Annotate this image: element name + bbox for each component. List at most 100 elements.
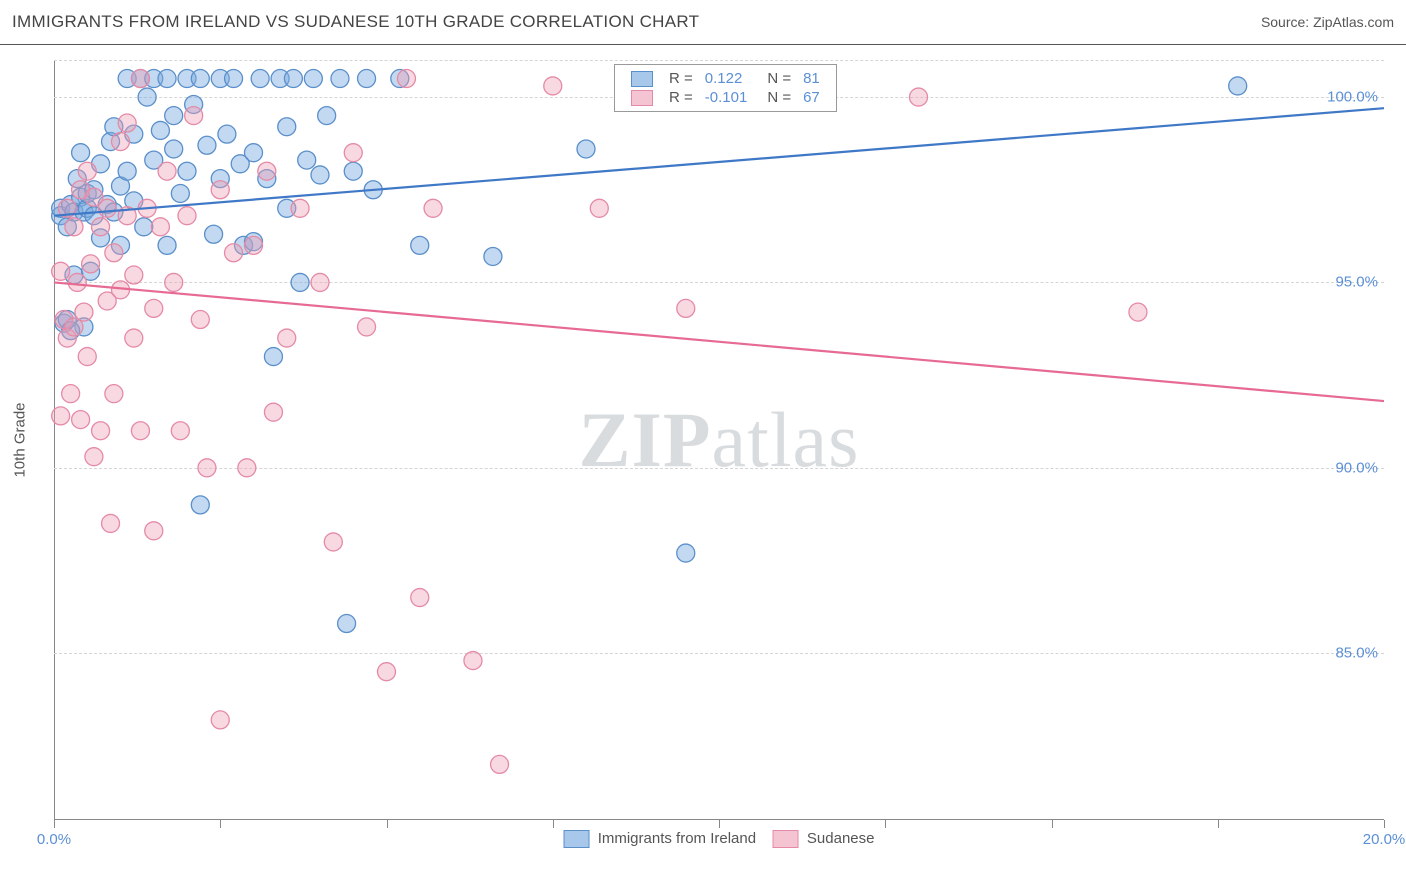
data-point [165,107,183,125]
data-point [68,273,86,291]
data-point [131,422,149,440]
data-point [158,236,176,254]
chart-header: IMMIGRANTS FROM IRELAND VS SUDANESE 10TH… [0,0,1406,45]
data-point [112,133,130,151]
x-tick-mark [1052,820,1053,828]
data-point [52,262,70,280]
data-point [191,496,209,514]
legend-label: Immigrants from Ireland [598,830,756,847]
data-point [52,407,70,425]
chart-svg [54,60,1384,820]
data-point [251,70,269,88]
x-tick-label: 20.0% [1363,831,1406,848]
x-tick-label: 0.0% [37,831,71,848]
data-point [92,422,110,440]
data-point [151,121,169,139]
x-tick-mark [1218,820,1219,828]
data-point [1129,303,1147,321]
data-point [118,162,136,180]
data-point [910,88,928,106]
data-point [225,70,243,88]
data-point [178,162,196,180]
x-tick-mark [1384,820,1385,828]
data-point [544,77,562,95]
data-point [171,422,189,440]
data-point [75,303,93,321]
data-point [125,329,143,347]
data-point [1229,77,1247,95]
data-point [344,162,362,180]
data-point [238,459,256,477]
data-point [311,166,329,184]
data-point [358,70,376,88]
plot-area: 85.0%90.0%95.0%100.0% 0.0%20.0% ZIPatlas… [54,60,1384,820]
data-point [185,107,203,125]
data-point [65,218,83,236]
data-point [324,533,342,551]
chart-source: Source: ZipAtlas.com [1261,14,1394,30]
data-point [397,70,415,88]
data-point [131,70,149,88]
data-point [264,403,282,421]
data-point [198,459,216,477]
data-point [258,162,276,180]
data-point [178,207,196,225]
data-point [424,199,442,217]
data-point [105,385,123,403]
legend-swatch [773,830,799,848]
data-point [158,162,176,180]
data-point [205,225,223,243]
x-tick-mark [387,820,388,828]
data-point [291,199,309,217]
data-point [145,522,163,540]
data-point [225,244,243,262]
data-point [171,184,189,202]
data-point [78,162,96,180]
data-point [245,144,263,162]
data-point [378,663,396,681]
data-point [278,118,296,136]
data-point [145,299,163,317]
data-point [191,311,209,329]
data-point [338,615,356,633]
source-link[interactable]: ZipAtlas.com [1313,14,1394,30]
data-point [102,514,120,532]
data-point [677,299,695,317]
data-point [318,107,336,125]
data-point [72,144,90,162]
data-point [211,711,229,729]
data-point [291,273,309,291]
data-point [298,151,316,169]
data-point [191,70,209,88]
data-point [284,70,302,88]
chart-title: IMMIGRANTS FROM IRELAND VS SUDANESE 10TH… [12,12,699,32]
data-point [198,136,216,154]
data-point [344,144,362,162]
data-point [165,140,183,158]
data-point [311,273,329,291]
legend-bottom: Immigrants from Ireland Sudanese [564,830,875,848]
data-point [304,70,322,88]
legend-swatch [564,830,590,848]
data-point [151,218,169,236]
y-axis-label: 10th Grade [12,402,29,477]
data-point [125,266,143,284]
data-point [484,247,502,265]
data-point [82,255,100,273]
data-point [62,385,80,403]
x-tick-mark [220,820,221,828]
data-point [464,652,482,670]
data-point [411,589,429,607]
x-tick-mark [54,820,55,828]
x-tick-mark [719,820,720,828]
legend-stats-box: R =0.122N =81R =-0.101N =67 [614,64,837,112]
data-point [135,218,153,236]
data-point [98,199,116,217]
data-point [165,273,183,291]
x-tick-mark [885,820,886,828]
data-point [158,70,176,88]
data-point [491,755,509,773]
data-point [358,318,376,336]
trend-line [54,282,1384,401]
data-point [218,125,236,143]
